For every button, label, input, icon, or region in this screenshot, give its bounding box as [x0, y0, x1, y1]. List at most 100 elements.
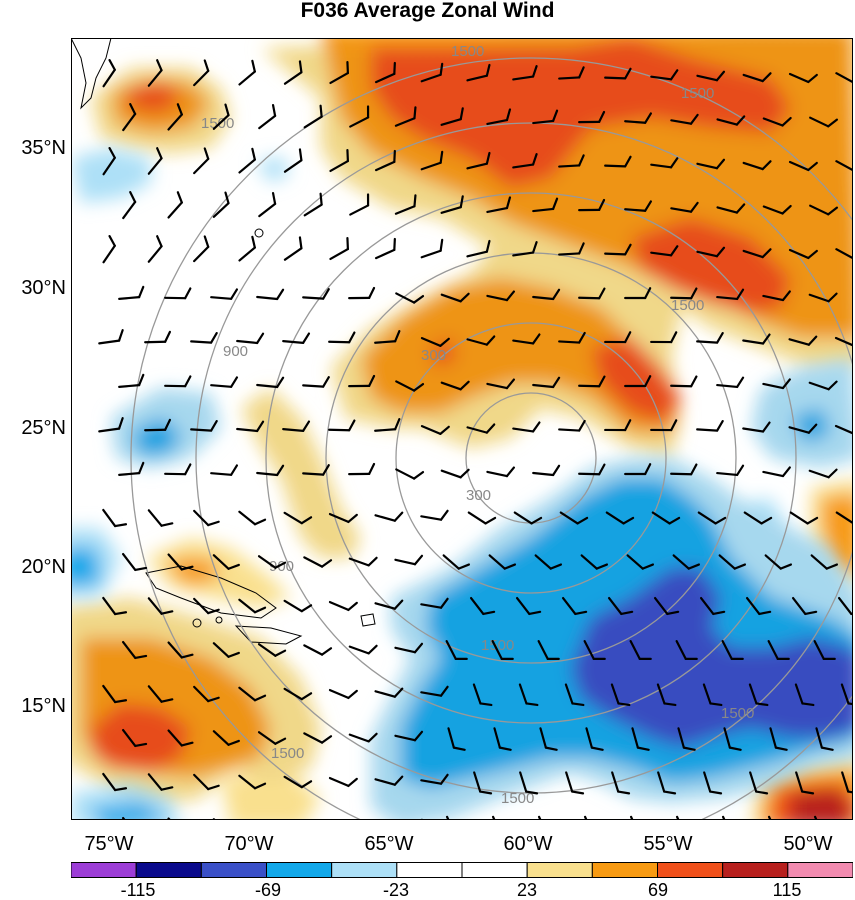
- wind-barb: [604, 243, 632, 256]
- wind-barb: [466, 63, 491, 82]
- wind-barb: [749, 771, 769, 795]
- wind-barb: [837, 596, 853, 616]
- wind-barb: [670, 113, 699, 125]
- colorbar-swatch: [396, 862, 463, 878]
- wind-barb: [348, 286, 376, 300]
- colorbar-swatch: [71, 862, 137, 878]
- range-ring-labels: 300 300 900 900 1500 1500 1500 1500 1500 1500 1500…: [201, 43, 754, 807]
- wind-barb: [578, 375, 606, 388]
- wind-barb: [302, 464, 330, 476]
- wind-barb: [212, 642, 240, 658]
- wind-barb: [564, 683, 585, 707]
- wind-barb: [742, 333, 771, 345]
- wind-barb: [670, 463, 698, 476]
- wind-barb: [238, 235, 256, 262]
- wind-barb: [650, 419, 678, 432]
- wind-barbs: [98, 58, 853, 820]
- wind-barb: [420, 685, 449, 697]
- wind-barb: [558, 66, 585, 80]
- wind-barb: [144, 418, 172, 432]
- wind-barb: [558, 242, 585, 256]
- wind-barb: [716, 464, 745, 477]
- wind-barb: [122, 191, 137, 220]
- wind-barb: [258, 103, 277, 130]
- map-title: F036 Average Zonal Wind: [300, 0, 555, 22]
- wind-barb: [193, 509, 220, 527]
- range-ring-label: 1500: [681, 85, 714, 102]
- wind-barb: [440, 292, 470, 303]
- wind-barb: [164, 463, 192, 476]
- lat-label-35: 35°N: [21, 137, 66, 159]
- wind-barb: [762, 466, 791, 478]
- wind-barb: [578, 287, 606, 300]
- colorbar-label-23: 23: [516, 880, 538, 900]
- wind-barb: [769, 727, 788, 751]
- wind-barb: [723, 727, 742, 751]
- wind-barb: [808, 468, 838, 479]
- wind-barb: [696, 246, 726, 258]
- wind-barb: [256, 288, 285, 301]
- wind-barb: [147, 147, 163, 175]
- wind-barb: [102, 234, 116, 264]
- wind-barb: [716, 203, 746, 214]
- wind-barb: [210, 288, 239, 300]
- wind-barb: [374, 61, 396, 84]
- range-ring-label: 1500: [671, 297, 704, 314]
- wind-barb: [374, 775, 404, 786]
- wind-barb: [815, 727, 834, 751]
- wind-barb: [795, 771, 815, 795]
- wind-barb: [677, 727, 696, 751]
- wind-barb: [282, 332, 311, 344]
- wind-barb: [472, 683, 493, 707]
- wind-barb: [559, 511, 589, 525]
- wind-barb: [840, 683, 853, 706]
- wind-barb: [420, 509, 449, 521]
- wind-barb: [788, 72, 818, 84]
- lat-label-25: 25°N: [21, 417, 66, 439]
- range-ring-label: 300: [421, 347, 446, 364]
- colorbar-swatch: [331, 862, 398, 878]
- wind-barb: [670, 287, 698, 300]
- wind-barb: [794, 683, 815, 707]
- wind-barb: [670, 201, 699, 213]
- wind-barb: [809, 116, 839, 128]
- wind-barb: [469, 596, 496, 616]
- wind-barb: [519, 771, 539, 795]
- wind-barb: [328, 419, 356, 432]
- wind-barb: [395, 292, 425, 304]
- wind-barb: [420, 425, 450, 435]
- wind-barb: [672, 554, 701, 570]
- wind-barb: [164, 375, 192, 388]
- colorbar-swatch: [657, 862, 724, 878]
- wind-barb: [212, 554, 240, 570]
- wind-barb: [488, 554, 517, 570]
- wind-barb: [395, 468, 425, 480]
- wind-barb: [349, 193, 370, 216]
- wind-barb: [486, 378, 515, 390]
- wind-barb: [558, 331, 586, 344]
- wind-barb: [238, 686, 267, 702]
- range-ring-label: 1500: [481, 637, 514, 654]
- wind-barb: [238, 774, 267, 790]
- wind-barb: [193, 773, 220, 791]
- range-ring: [395, 322, 667, 594]
- wind-barb: [348, 374, 376, 388]
- wind-barb: [624, 375, 652, 388]
- wind-barb: [447, 727, 466, 751]
- wind-barb: [257, 731, 287, 745]
- wind-barb: [767, 639, 790, 661]
- wind-barb: [328, 688, 358, 700]
- wind-barb: [118, 373, 145, 388]
- wind-barb: [394, 106, 417, 127]
- lat-label-15: 15°N: [21, 695, 66, 717]
- wind-barb: [256, 464, 285, 477]
- range-ring: [265, 192, 797, 724]
- wind-barb: [473, 771, 493, 795]
- wind-barb: [841, 771, 853, 794]
- wind-barb: [420, 238, 444, 259]
- wind-barb: [513, 511, 543, 525]
- wind-barb: [718, 554, 747, 570]
- wind-barb: [675, 639, 698, 661]
- wind-barb: [328, 776, 358, 788]
- wind-barb: [283, 599, 313, 613]
